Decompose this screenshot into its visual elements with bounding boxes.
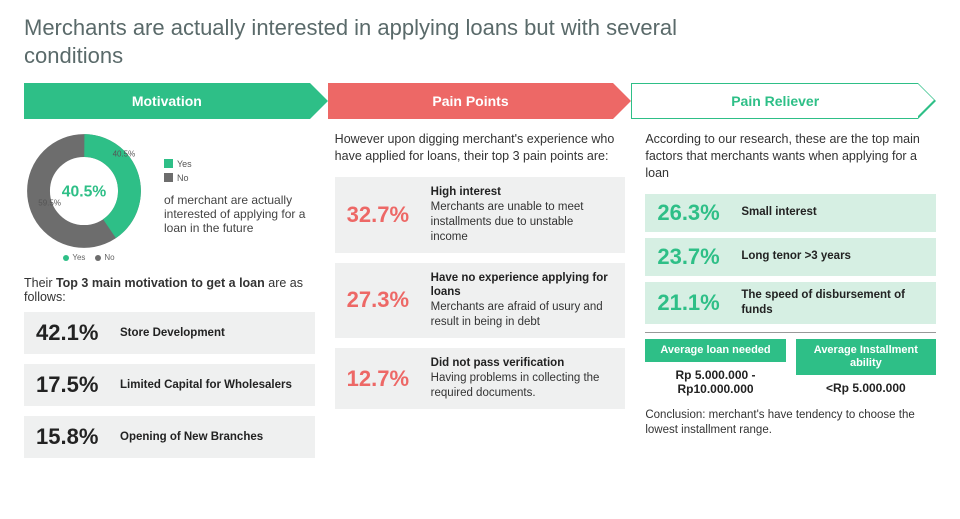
avg-install-head: Average Installment ability — [796, 339, 936, 375]
arrow-painpoints: Pain Points — [328, 83, 614, 119]
donut-chart: 40.5% 40.5% 59.5% Yes No — [24, 131, 154, 262]
page-title: Merchants are actually interested in app… — [24, 14, 744, 69]
motivation-label-2: Opening of New Branches — [120, 430, 263, 445]
reliever-label-2: The speed of disbursement of funds — [741, 288, 924, 318]
legend-no: No — [104, 253, 114, 262]
columns: 40.5% 40.5% 59.5% Yes No Yes No of merch… — [24, 131, 936, 468]
reliever-item: 21.1% The speed of disbursement of funds — [645, 282, 936, 324]
motivation-blurb: of merchant are actually interested of a… — [164, 193, 315, 235]
avg-boxes: Average loan needed Rp 5.000.000 - Rp10.… — [645, 332, 936, 402]
reliever-pct-1: 23.7% — [657, 244, 729, 270]
motivation-label-0: Store Development — [120, 326, 225, 341]
avg-install-val: <Rp 5.000.000 — [796, 375, 936, 401]
donut-center-label: 40.5% — [62, 184, 107, 201]
reliever-label-0: Small interest — [741, 205, 816, 220]
reliever-intro: According to our research, these are the… — [645, 131, 936, 182]
donut-right-text: Yes No of merchant are actually interest… — [164, 159, 315, 235]
motivation-item: 42.1% Store Development — [24, 312, 315, 354]
arrow-painreliever: Pain Reliever — [631, 83, 918, 119]
motivation-item: 15.8% Opening of New Branches — [24, 416, 315, 458]
painpoint-pct-0: 32.7% — [347, 202, 419, 228]
motivation-item: 17.5% Limited Capital for Wholesalers — [24, 364, 315, 406]
painpoint-pct-2: 12.7% — [347, 366, 419, 392]
reliever-item: 26.3% Small interest — [645, 194, 936, 232]
reliever-pct-0: 26.3% — [657, 200, 729, 226]
motivation-subintro-bold: Top 3 main motivation to get a loan — [56, 276, 265, 290]
motivation-label-1: Limited Capital for Wholesalers — [120, 378, 292, 393]
motivation-pct-1: 17.5% — [36, 372, 108, 398]
section-arrows: Motivation Pain Points Pain Reliever — [24, 83, 936, 119]
motivation-pct-0: 42.1% — [36, 320, 108, 346]
avg-loan-box: Average loan needed Rp 5.000.000 - Rp10.… — [645, 339, 785, 402]
avg-loan-val: Rp 5.000.000 - Rp10.000.000 — [645, 362, 785, 402]
avg-loan-head: Average loan needed — [645, 339, 785, 362]
avg-install-box: Average Installment ability <Rp 5.000.00… — [796, 339, 936, 402]
col-motivation: 40.5% 40.5% 59.5% Yes No Yes No of merch… — [24, 131, 315, 468]
painpoint-desc-1: Merchants are afraid of usury and result… — [431, 300, 614, 330]
painpoint-item: 12.7% Did not pass verification Having p… — [335, 348, 626, 409]
reliever-label-1: Long tenor >3 years — [741, 249, 851, 264]
reliever-item: 23.7% Long tenor >3 years — [645, 238, 936, 276]
donut-side-legend: Yes No — [164, 159, 315, 183]
painpoints-intro: However upon digging merchant's experien… — [335, 131, 626, 165]
painpoint-title-1: Have no experience applying for loans — [431, 271, 614, 301]
col-painpoints: However upon digging merchant's experien… — [335, 131, 626, 468]
painpoint-title-2: Did not pass verification — [431, 356, 614, 371]
reliever-pct-2: 21.1% — [657, 290, 729, 316]
side-legend-yes: Yes — [177, 159, 192, 169]
motivation-pct-2: 15.8% — [36, 424, 108, 450]
legend-yes: Yes — [72, 253, 85, 262]
arrow-motivation: Motivation — [24, 83, 310, 119]
painpoint-item: 27.3% Have no experience applying for lo… — [335, 263, 626, 339]
col-reliever: According to our research, these are the… — [645, 131, 936, 468]
painpoint-desc-0: Merchants are unable to meet installment… — [431, 200, 614, 245]
donut-no-outer-label: 59.5% — [38, 198, 61, 207]
painpoint-pct-1: 27.3% — [347, 287, 419, 313]
side-legend-no: No — [177, 173, 189, 183]
donut-area: 40.5% 40.5% 59.5% Yes No Yes No of merch… — [24, 131, 315, 262]
painpoint-desc-2: Having problems in collecting the requir… — [431, 371, 614, 401]
painpoint-title-0: High interest — [431, 185, 614, 200]
reliever-conclusion: Conclusion: merchant's have tendency to … — [645, 408, 936, 438]
painpoint-item: 32.7% High interest Merchants are unable… — [335, 177, 626, 253]
donut-bottom-legend: Yes No — [24, 253, 154, 262]
donut-yes-outer-label: 40.5% — [113, 150, 136, 159]
motivation-subintro: Their Top 3 main motivation to get a loa… — [24, 276, 315, 304]
